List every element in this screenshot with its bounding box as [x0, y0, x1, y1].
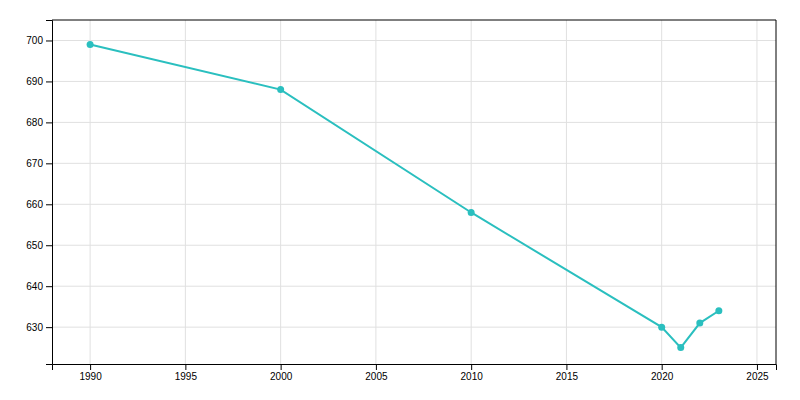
y-tick-mark: [46, 327, 52, 328]
x-tick-label: 2015: [556, 371, 579, 382]
x-tick-label: 1990: [79, 371, 102, 382]
point: [468, 209, 475, 216]
point: [658, 324, 665, 331]
y-tick-mark: [46, 81, 52, 82]
x-tick: 2005: [365, 364, 388, 382]
x-tick: 2020: [651, 364, 674, 382]
y-tick-label: 660: [26, 199, 43, 210]
x-tick-label: 1995: [175, 371, 198, 382]
y-tick-label: 700: [26, 35, 43, 46]
y-axis: 630 640 650 660 670 680 690 700: [26, 21, 52, 365]
grid-line-x: [375, 20, 376, 364]
x-axis: 1990 1995 2000 2005 2010 2015 2020 2025: [53, 364, 777, 382]
grid-line-y: [52, 122, 776, 123]
grid-line-x: [566, 20, 567, 364]
x-axis-line: [53, 365, 777, 371]
x-tick-mark: [471, 364, 472, 370]
y-tick: 630: [26, 322, 52, 333]
x-tick-mark: [90, 364, 91, 370]
x-tick-label: 2010: [461, 371, 484, 382]
y-tick-label: 650: [26, 240, 43, 251]
grid-line-y: [52, 245, 776, 246]
grid-line-y: [52, 81, 776, 82]
y-tick-mark: [46, 122, 52, 123]
y-tick-mark: [46, 286, 52, 287]
y-tick-mark: [46, 163, 52, 164]
x-tick-mark: [281, 364, 282, 370]
x-tick: 1995: [175, 364, 198, 382]
x-tick: 2025: [746, 364, 769, 382]
grid-line-y: [52, 286, 776, 287]
y-tick-label: 670: [26, 158, 43, 169]
y-tick-label: 630: [26, 322, 43, 333]
chart: 1990 1995 2000 2005 2010 2015 2020 2025 630 640 65…: [0, 0, 800, 400]
grid-line-y: [52, 163, 776, 164]
point: [277, 86, 284, 93]
x-tick-mark: [757, 364, 758, 370]
grid-line-y: [52, 327, 776, 328]
grid-line-y: [52, 40, 776, 41]
y-tick-mark: [46, 204, 52, 205]
grid-line-x: [661, 20, 662, 364]
y-tick-label: 680: [26, 117, 43, 128]
point: [87, 41, 94, 48]
y-tick: 640: [26, 281, 52, 292]
grid-line-y: [52, 204, 776, 205]
x-tick-label: 2000: [270, 371, 293, 382]
frame-top: [52, 20, 776, 21]
x-tick: 1990: [79, 364, 102, 382]
frame-right: [776, 20, 777, 364]
x-tick-mark: [662, 364, 663, 370]
y-tick-label: 690: [26, 76, 43, 87]
x-tick: 2015: [556, 364, 579, 382]
y-tick-mark: [46, 245, 52, 246]
point: [715, 307, 722, 314]
y-tick: 690: [26, 76, 52, 87]
y-tick: 700: [26, 35, 52, 46]
grid-line-x: [471, 20, 472, 364]
grid-line-x: [185, 20, 186, 364]
y-tick-mark: [46, 40, 52, 41]
y-tick: 660: [26, 199, 52, 210]
x-tick-label: 2005: [365, 371, 388, 382]
y-tick: 650: [26, 240, 52, 251]
x-tick-mark: [566, 364, 567, 370]
grid-line-x: [90, 20, 91, 364]
x-tick-label: 2025: [746, 371, 769, 382]
point: [696, 320, 703, 327]
x-tick-mark: [185, 364, 186, 370]
y-tick-label: 640: [26, 281, 43, 292]
y-axis-line: [46, 21, 53, 365]
x-tick-label: 2020: [651, 371, 674, 382]
y-tick: 680: [26, 117, 52, 128]
point: [677, 344, 684, 351]
grid: [52, 20, 776, 364]
x-tick-mark: [376, 364, 377, 370]
y-tick: 670: [26, 158, 52, 169]
x-tick: 2000: [270, 364, 293, 382]
series: [87, 41, 723, 351]
x-tick: 2010: [461, 364, 484, 382]
grid-line-x: [756, 20, 757, 364]
line: [90, 45, 719, 348]
plot: 1990 1995 2000 2005 2010 2015 2020 2025 630 640 65…: [26, 20, 776, 382]
grid-line-x: [280, 20, 281, 364]
